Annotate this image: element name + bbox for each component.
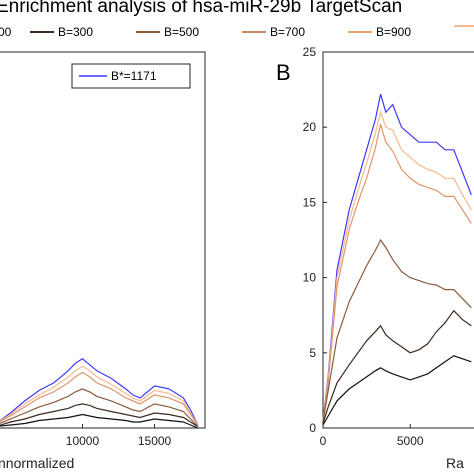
y-tick-label: 20 (303, 120, 317, 134)
top-legend-label: B=700 (270, 25, 306, 39)
y-tick-label: 15 (303, 195, 317, 209)
top-legend-item: B=900 (348, 25, 411, 39)
x-tick-label: 5000 (397, 434, 424, 448)
series-line (0, 358, 199, 426)
top-legend-swatch (136, 31, 160, 33)
top-legend-swatch (348, 31, 372, 33)
x-axis-label: Ra (446, 455, 464, 471)
x-tick-label: 10000 (66, 434, 100, 448)
series-line (322, 309, 472, 424)
top-legend-label: B=900 (376, 25, 412, 39)
top-legend-label: 00 (0, 25, 12, 39)
series-line (322, 238, 472, 423)
series-line (322, 124, 472, 421)
x-tick-label: 15000 (138, 434, 172, 448)
top-legend: 00 B=300 B=500 B=700 B=900 (0, 24, 474, 42)
series-line (322, 110, 472, 421)
inner-legend-label: B*=1171 (111, 69, 157, 83)
top-legend-item: B=500 (136, 25, 199, 39)
y-tick-label: 10 (303, 271, 317, 285)
figure-title: Enrichment analysis of hsa-miR-29b Targe… (0, 0, 474, 22)
top-legend-item: 00 (0, 25, 11, 39)
top-legend-swatch (30, 31, 54, 33)
series-line (0, 371, 199, 426)
series-line (0, 388, 199, 427)
y-tick-label: 25 (303, 45, 317, 59)
top-legend-item (454, 25, 474, 27)
y-tick-label: 0 (309, 421, 316, 435)
x-tick-label: 0 (320, 434, 327, 448)
figure-title-text: Enrichment analysis of hsa-miR-29b Targe… (0, 0, 403, 17)
series-line (322, 355, 472, 426)
series-line (0, 403, 199, 428)
series-line (0, 413, 199, 429)
top-legend-item: B=300 (30, 25, 93, 39)
series-line (0, 365, 199, 426)
top-legend-item: B=700 (242, 25, 305, 39)
panel-a-frame (0, 51, 206, 429)
top-legend-label: B=300 (58, 25, 94, 39)
panel-b-frame (322, 51, 474, 429)
y-tick-label: 5 (309, 346, 316, 360)
x-axis-label: nnormalized (0, 455, 74, 471)
top-legend-swatch (242, 31, 266, 33)
top-legend-swatch (454, 25, 474, 27)
panel-label: B (276, 60, 291, 85)
top-legend-label: B=500 (164, 25, 200, 39)
series-line (322, 93, 472, 421)
